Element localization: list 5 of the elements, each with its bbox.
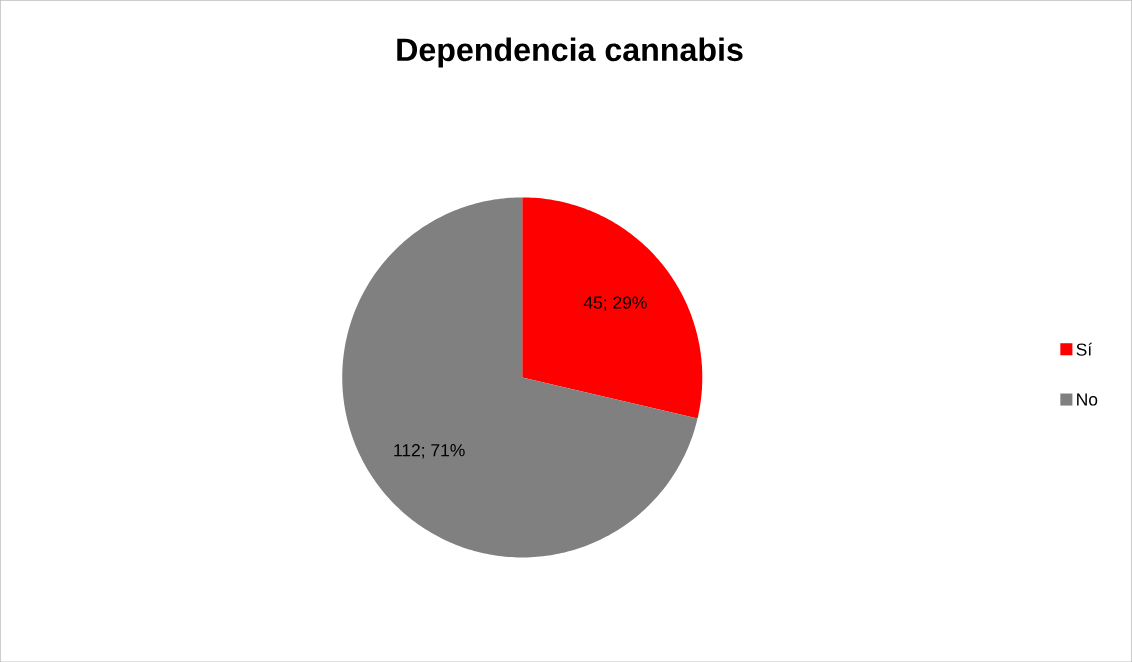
data-label: 112; 71% [394, 443, 465, 459]
legend-label: No [1077, 393, 1098, 406]
chart-title: Dependencia cannabis [397, 37, 743, 68]
legend-label: Sí [1076, 342, 1093, 356]
data-label: 45; 29% [583, 296, 647, 311]
